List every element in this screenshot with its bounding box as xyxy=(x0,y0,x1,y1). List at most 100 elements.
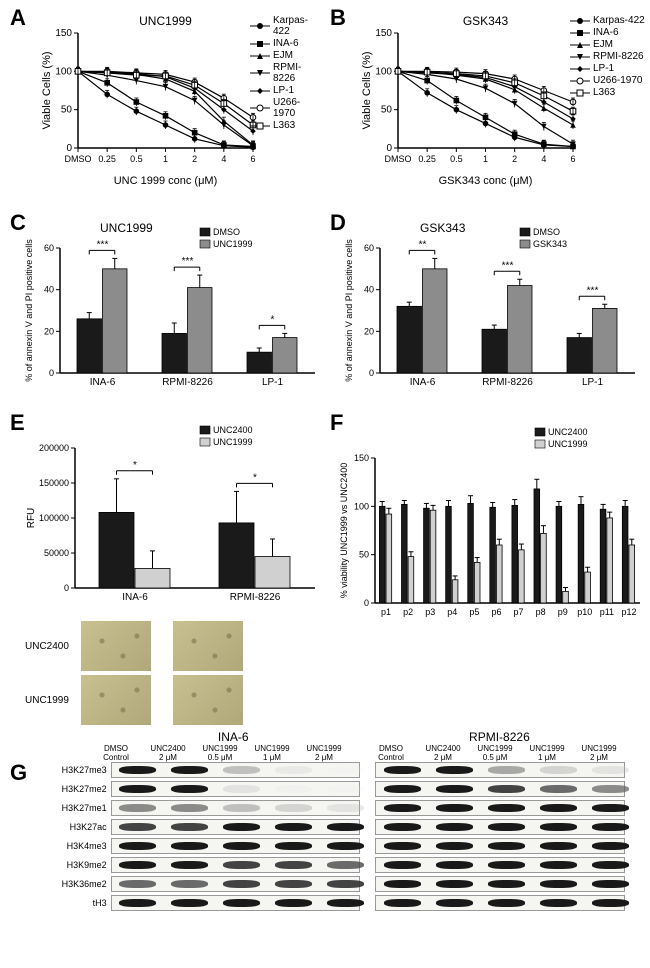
svg-text:UNC 1999 conc (μM): UNC 1999 conc (μM) xyxy=(114,175,218,187)
svg-text:150000: 150000 xyxy=(39,478,69,488)
panel-b-legend: Karpas-422INA-6EJMRPMI-8226LP-1U266-1970… xyxy=(570,15,645,99)
svg-text:0.5: 0.5 xyxy=(130,154,143,164)
panel-a-label: A xyxy=(10,5,26,31)
svg-text:p7: p7 xyxy=(514,607,524,617)
svg-text:Viable Cells (%): Viable Cells (%) xyxy=(41,51,53,129)
svg-text:***: *** xyxy=(587,285,599,296)
svg-text:DMSO: DMSO xyxy=(385,154,412,164)
micrograph-ina6-unc1999 xyxy=(81,675,151,725)
svg-text:***: *** xyxy=(97,239,109,250)
panel-b-label: B xyxy=(330,5,346,31)
svg-text:***: *** xyxy=(182,256,194,267)
svg-text:GSK343: GSK343 xyxy=(463,14,509,28)
svg-text:p12: p12 xyxy=(621,607,636,617)
svg-text:50: 50 xyxy=(61,105,73,116)
panel-d-chart: 0 20 40 60 INA-6 ** RPMI-8226 *** LP-1 *** GSK343%… xyxy=(340,218,640,398)
svg-text:200000: 200000 xyxy=(39,443,69,453)
svg-text:50: 50 xyxy=(359,550,369,560)
panel-f-chart: 050100150p1p2p3p4p5p6p7p8p9p10p11p12% vi… xyxy=(335,418,645,628)
svg-text:0.25: 0.25 xyxy=(418,154,436,164)
svg-text:0: 0 xyxy=(64,583,69,593)
svg-text:2: 2 xyxy=(192,154,197,164)
svg-text:GSK343: GSK343 xyxy=(533,239,567,249)
svg-text:0: 0 xyxy=(369,368,374,378)
svg-text:1: 1 xyxy=(483,154,488,164)
panel-f: F 050100150p1p2p3p4p5p6p7p8p9p10p11p12% … xyxy=(330,410,645,630)
svg-text:p2: p2 xyxy=(403,607,413,617)
svg-text:0: 0 xyxy=(364,598,369,608)
svg-text:50000: 50000 xyxy=(44,548,69,558)
svg-text:GSK343: GSK343 xyxy=(420,221,466,235)
svg-text:p9: p9 xyxy=(558,607,568,617)
svg-text:100: 100 xyxy=(55,66,72,77)
micrograph-rpmi-unc2400 xyxy=(173,621,243,671)
svg-text:DMSO: DMSO xyxy=(533,227,560,237)
svg-text:6: 6 xyxy=(250,154,255,164)
panel-g: G INA-6RPMI-8226DMSOControlUNC24002 μMUN… xyxy=(10,730,645,965)
svg-text:150: 150 xyxy=(55,28,72,39)
svg-text:RFU: RFU xyxy=(26,508,37,529)
svg-text:4: 4 xyxy=(221,154,226,164)
micrograph-ina6-unc2400 xyxy=(81,621,151,671)
svg-text:Viable Cells (%): Viable Cells (%) xyxy=(361,51,373,129)
panel-c: C 0204060INA-6***RPMI-8226***LP-1*UNC199… xyxy=(10,210,320,400)
svg-text:100: 100 xyxy=(354,501,369,511)
panel-g-label: G xyxy=(10,760,27,786)
svg-text:***: *** xyxy=(502,260,514,271)
panel-e: E 050000100000150000200000INA-6*RPMI-822… xyxy=(10,410,320,720)
svg-text:60: 60 xyxy=(44,243,54,253)
svg-text:40: 40 xyxy=(364,285,374,295)
svg-text:40: 40 xyxy=(44,285,54,295)
svg-text:UNC2400: UNC2400 xyxy=(548,427,588,437)
svg-text:RPMI-8226: RPMI-8226 xyxy=(482,377,533,388)
svg-text:20: 20 xyxy=(364,326,374,336)
panel-g-western-blot: INA-6RPMI-8226DMSOControlUNC24002 μMUNC1… xyxy=(40,730,640,914)
svg-text:p8: p8 xyxy=(536,607,546,617)
svg-text:60: 60 xyxy=(364,243,374,253)
svg-text:UNC1999: UNC1999 xyxy=(139,14,192,28)
svg-text:6: 6 xyxy=(570,154,575,164)
svg-text:LP-1: LP-1 xyxy=(262,377,284,388)
micro-row1-label: UNC2400 xyxy=(25,641,80,652)
svg-text:DMSO: DMSO xyxy=(65,154,92,164)
svg-text:p11: p11 xyxy=(600,607,614,617)
panel-a: A 050100150DMSO0.250.51246UNC1999UNC 199… xyxy=(10,5,320,200)
svg-text:p3: p3 xyxy=(425,607,435,617)
svg-text:20: 20 xyxy=(44,326,54,336)
svg-text:0.5: 0.5 xyxy=(450,154,463,164)
svg-text:4: 4 xyxy=(541,154,546,164)
panel-e-chart: 050000100000150000200000INA-6*RPMI-8226*… xyxy=(20,418,320,613)
svg-text:INA-6: INA-6 xyxy=(410,377,436,388)
svg-text:LP-1: LP-1 xyxy=(582,377,604,388)
svg-text:UNC1999: UNC1999 xyxy=(548,439,588,449)
panel-d: D 0204060INA-6**RPMI-8226***LP-1***GSK34… xyxy=(330,210,645,400)
svg-text:p1: p1 xyxy=(381,607,391,617)
svg-text:0: 0 xyxy=(49,368,54,378)
svg-text:**: ** xyxy=(419,239,427,250)
svg-text:INA-6: INA-6 xyxy=(122,592,148,603)
panel-e-micrographs: UNC2400 UNC1999 xyxy=(25,620,244,726)
svg-text:UNC2400: UNC2400 xyxy=(213,425,253,435)
svg-text:UNC1999: UNC1999 xyxy=(213,437,253,447)
svg-text:DMSO: DMSO xyxy=(213,227,240,237)
panel-b: B 050100150DMSO0.250.51246GSK343GSK343 c… xyxy=(330,5,645,200)
svg-text:2: 2 xyxy=(512,154,517,164)
svg-text:100: 100 xyxy=(375,66,392,77)
svg-text:% viability UNC1999 vs UNC2400: % viability UNC1999 vs UNC2400 xyxy=(339,463,349,599)
svg-text:% of annexin V and PI positive: % of annexin V and PI positive cells xyxy=(24,239,34,382)
svg-text:100000: 100000 xyxy=(39,513,69,523)
panel-a-legend: Karpas-422INA-6EJMRPMI-8226LP-1U266-1970… xyxy=(250,15,320,132)
svg-text:UNC1999: UNC1999 xyxy=(100,221,153,235)
svg-text:p4: p4 xyxy=(447,607,457,617)
micrograph-rpmi-unc1999 xyxy=(173,675,243,725)
svg-text:0.25: 0.25 xyxy=(98,154,116,164)
svg-text:% of annexin V and PI positive: % of annexin V and PI positive cells xyxy=(344,239,354,382)
panel-b-chart: 050100150DMSO0.250.51246GSK343GSK343 con… xyxy=(358,13,578,188)
svg-text:UNC1999: UNC1999 xyxy=(213,239,253,249)
figure-composite: { "panelA": { "label":"A","title":"UNC19… xyxy=(0,0,650,968)
svg-text:1: 1 xyxy=(163,154,168,164)
svg-text:p10: p10 xyxy=(577,607,592,617)
svg-text:*: * xyxy=(271,314,275,325)
svg-text:INA-6: INA-6 xyxy=(90,377,116,388)
svg-text:*: * xyxy=(133,460,137,471)
